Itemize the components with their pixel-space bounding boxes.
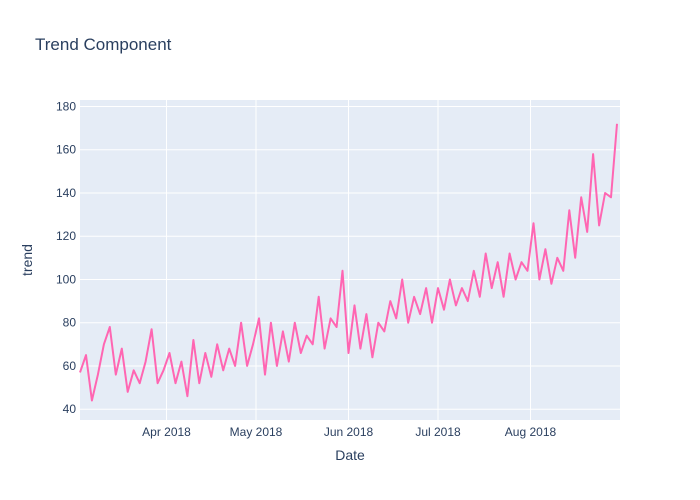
- x-tick-label: May 2018: [230, 425, 283, 439]
- y-tick-label: 60: [63, 359, 77, 373]
- x-tick-label: Aug 2018: [505, 425, 557, 439]
- y-tick-label: 140: [56, 186, 76, 200]
- y-tick-label: 180: [56, 99, 76, 113]
- x-axis-title: Date: [335, 447, 365, 463]
- x-tick-label: Jun 2018: [324, 425, 374, 439]
- trend-line: [79, 123, 618, 402]
- y-tick-label: 100: [56, 272, 76, 286]
- plot-area: [80, 100, 620, 420]
- y-tick-label: 160: [56, 143, 76, 157]
- x-tick-label: Jul 2018: [415, 425, 461, 439]
- x-tick-label: Apr 2018: [142, 425, 191, 439]
- y-axis-title: trend: [19, 244, 35, 276]
- chart-title: Trend Component: [35, 35, 172, 54]
- y-tick-label: 80: [63, 316, 77, 330]
- y-tick-label: 40: [63, 402, 77, 416]
- y-tick-label: 120: [56, 229, 76, 243]
